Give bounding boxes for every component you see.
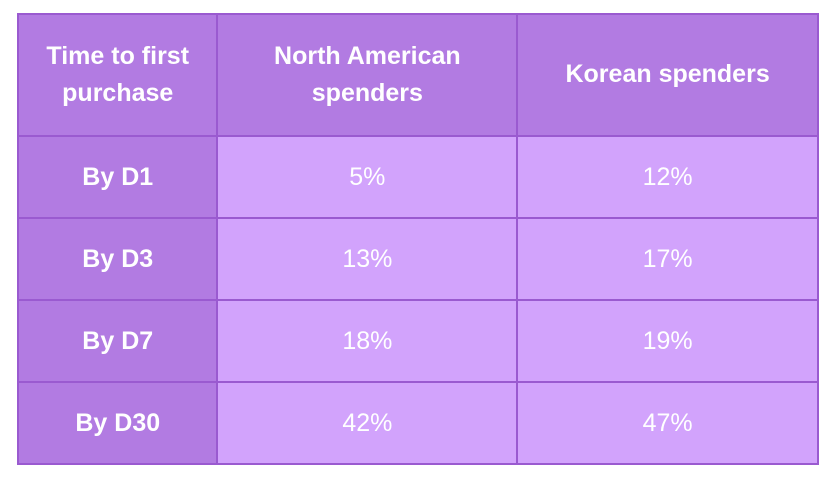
korean-value: 47%	[516, 381, 819, 465]
column-header-time-to-first-purchase: Time to first purchase	[16, 13, 219, 137]
table-row: By D30 42% 47%	[16, 381, 819, 465]
korean-value: 17%	[516, 217, 819, 301]
column-header-north-american-spenders: North American spenders	[216, 13, 519, 137]
table-row: By D3 13% 17%	[16, 217, 819, 301]
north-american-value: 13%	[216, 217, 519, 301]
row-label: By D7	[16, 299, 219, 383]
header-row: Time to first purchase North American sp…	[16, 13, 819, 137]
korean-value: 19%	[516, 299, 819, 383]
purchase-timing-table: Time to first purchase North American sp…	[16, 13, 819, 465]
row-label: By D3	[16, 217, 219, 301]
north-american-value: 42%	[216, 381, 519, 465]
korean-value: 12%	[516, 135, 819, 219]
row-label: By D30	[16, 381, 219, 465]
north-american-value: 18%	[216, 299, 519, 383]
north-american-value: 5%	[216, 135, 519, 219]
row-label: By D1	[16, 135, 219, 219]
table-row: By D7 18% 19%	[16, 299, 819, 383]
column-header-korean-spenders: Korean spenders	[516, 13, 819, 137]
table-row: By D1 5% 12%	[16, 135, 819, 219]
